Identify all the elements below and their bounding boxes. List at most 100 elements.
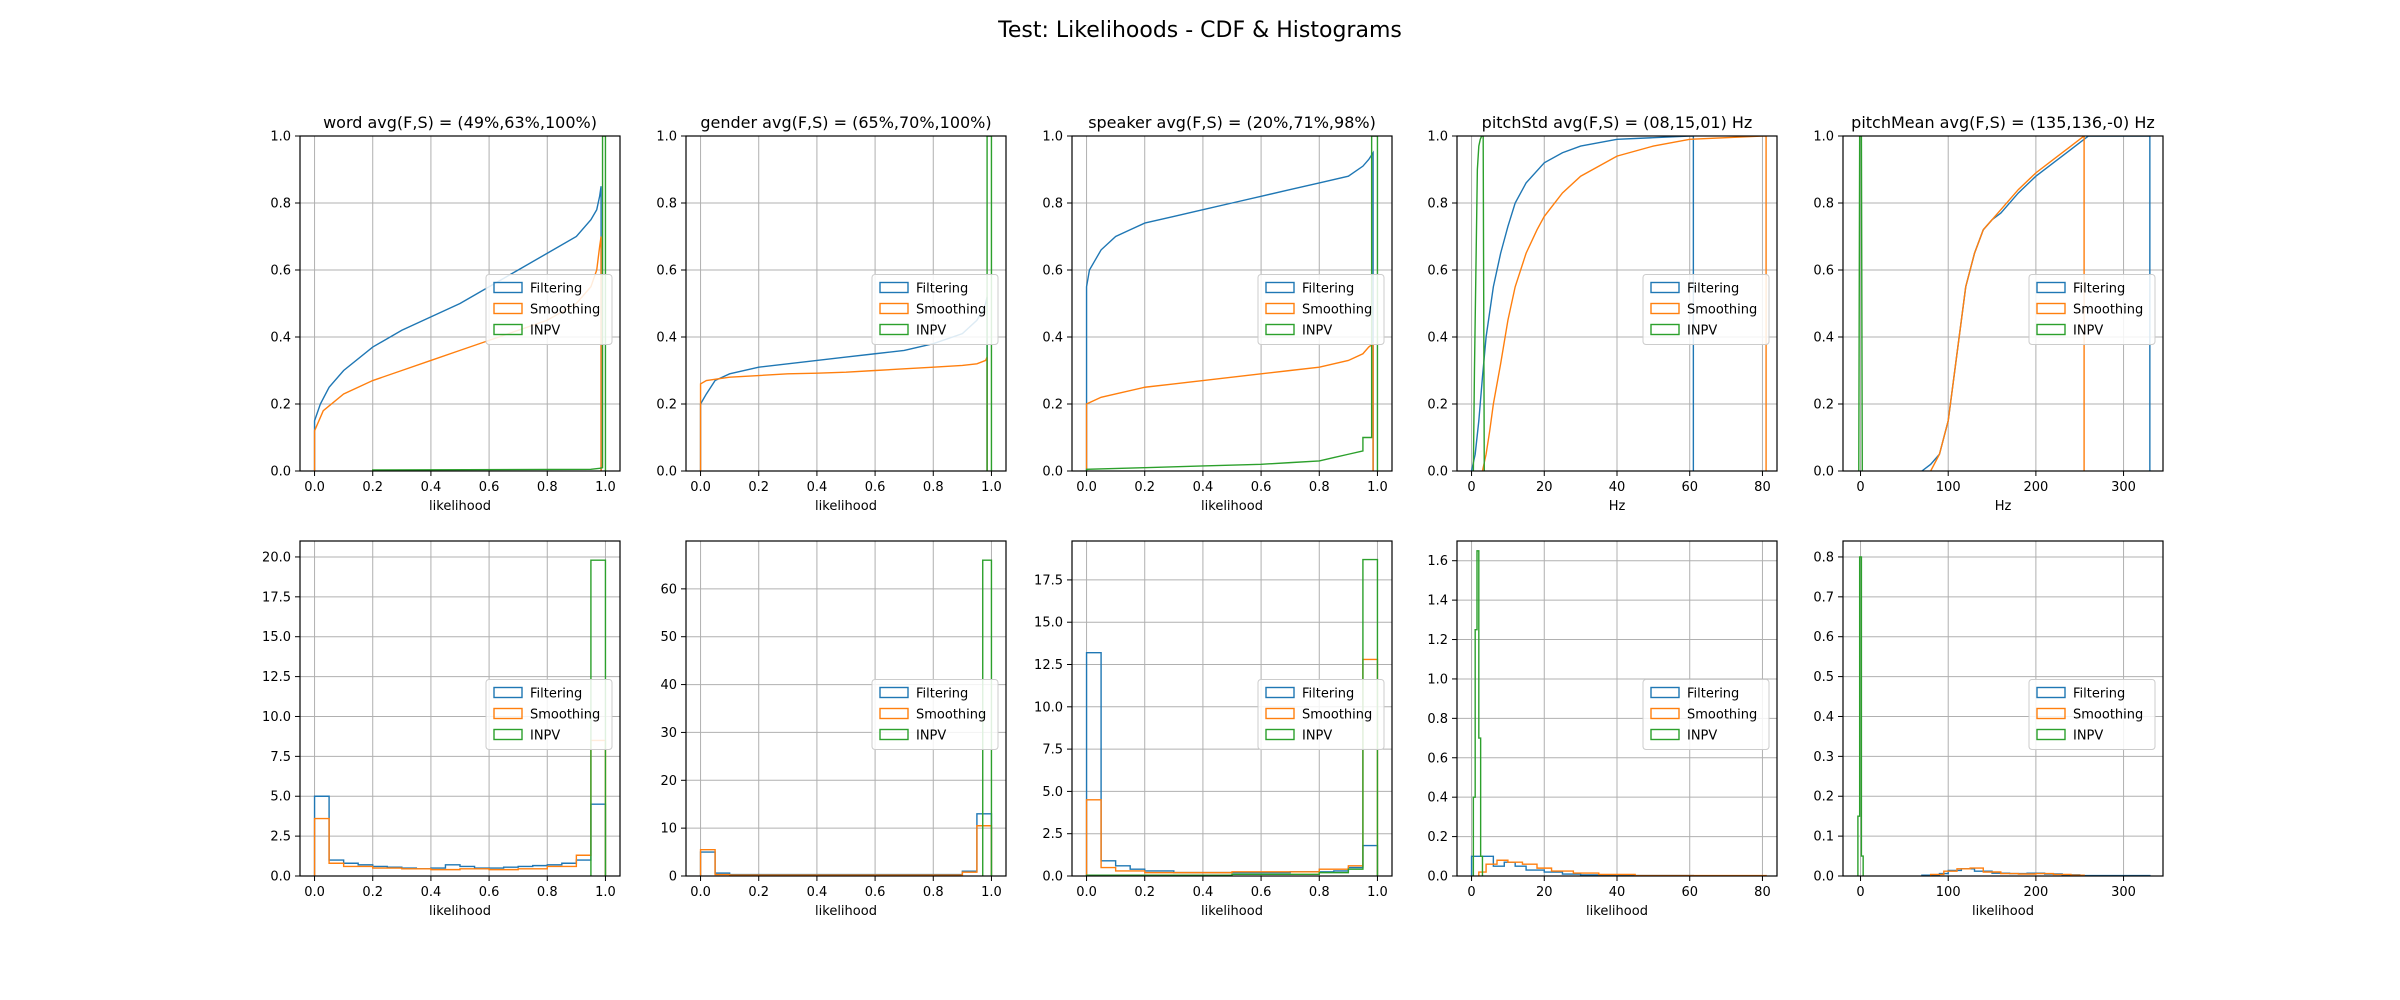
x-axis-label: likelihood — [1201, 904, 1263, 919]
series-line-smoothing — [1085, 342, 1374, 471]
y-tick-label: 0.4 — [656, 331, 677, 346]
plot-frame — [1456, 540, 1778, 877]
subplot-2: 0.0 0.2 0.4 0.6 0.8 1.0 0.0 0.2 0.4 0.6 0.8 1.0 gend… — [656, 113, 1007, 514]
legend-label-filtering: Filtering — [2073, 282, 2125, 297]
plot-frame — [1842, 135, 2164, 472]
plot-frame — [685, 135, 1007, 472]
x-axis-label: Hz — [1995, 499, 2012, 514]
y-tick-label: 15.0 — [262, 630, 291, 645]
series-line-smoothing — [1930, 136, 2085, 471]
legend-label-filtering: Filtering — [1302, 687, 1354, 702]
x-tick-label: 0.4 — [807, 885, 828, 900]
y-tick-label: 0.0 — [270, 870, 291, 885]
y-tick-label: 15.0 — [1034, 616, 1063, 631]
y-tick-label: 0.0 — [1813, 465, 1834, 480]
legend-label-inpv: INPV — [1687, 729, 1717, 744]
x-tick-label: 0.4 — [421, 480, 442, 495]
subplot-9: 0 20 40 60 80 0.0 0.2 0.4 0.6 0.8 1.0 1.2 1.4 1.6 like… — [1427, 540, 1778, 919]
y-tick-label: 1.4 — [1427, 594, 1448, 609]
legend-swatch-smoothing — [493, 707, 523, 720]
plot-frame — [1071, 135, 1393, 472]
y-tick-label: 30 — [660, 726, 677, 741]
legend: Filtering Smoothing INPV — [1642, 274, 1770, 345]
legend-swatch-inpv — [493, 728, 523, 741]
legend-swatch-inpv — [879, 728, 909, 741]
legend-swatch-inpv — [1265, 323, 1295, 336]
legend-label-inpv: INPV — [916, 729, 946, 744]
y-tick-label: 0.8 — [1042, 197, 1063, 212]
legend-swatch-filtering — [1650, 281, 1680, 294]
legend-label-inpv: INPV — [530, 729, 560, 744]
series-line-inpv — [1085, 558, 1379, 876]
y-tick-label: 7.5 — [270, 750, 291, 765]
plot-frame — [1456, 135, 1778, 472]
x-tick-label: 0.4 — [1193, 885, 1214, 900]
x-axis-label: likelihood — [1201, 499, 1263, 514]
x-axis-label: likelihood — [429, 904, 491, 919]
x-tick-label: 0.2 — [362, 885, 383, 900]
x-tick-label: 1.0 — [595, 885, 616, 900]
legend: Filtering Smoothing INPV — [485, 679, 613, 750]
subplot-4: 0 20 40 60 80 0.0 0.2 0.4 0.6 0.8 1.0 pitchStd avg(… — [1427, 113, 1778, 514]
series-line-inpv — [1858, 136, 1863, 471]
legend-swatch-smoothing — [2036, 707, 2066, 720]
subplot-title: pitchMean avg(F,S) = (135,136,-0) Hz — [1851, 113, 2155, 132]
x-tick-label: 0 — [1856, 480, 1864, 495]
y-tick-label: 0.6 — [1813, 264, 1834, 279]
plot-frame — [685, 540, 1007, 877]
legend: Filtering Smoothing INPV — [1642, 679, 1770, 750]
legend-label-filtering: Filtering — [1687, 282, 1739, 297]
y-tick-label: 0.0 — [656, 465, 677, 480]
x-tick-label: 300 — [2111, 480, 2136, 495]
y-tick-label: 0.8 — [656, 197, 677, 212]
y-tick-label: 0.6 — [1042, 264, 1063, 279]
legend-label-filtering: Filtering — [2073, 687, 2125, 702]
y-tick-label: 0 — [669, 870, 677, 885]
legend-swatch-filtering — [2036, 686, 2066, 699]
y-tick-label: 0.1 — [1813, 830, 1834, 845]
y-tick-label: 0.4 — [1042, 331, 1063, 346]
x-tick-label: 0.6 — [865, 885, 886, 900]
y-tick-label: 1.0 — [1042, 130, 1063, 145]
y-tick-label: 0.8 — [270, 197, 291, 212]
subplot-5: 0 100 200 300 0.0 0.2 0.4 0.6 0.8 1.0 pitchMean av… — [1813, 113, 2164, 514]
legend-swatch-smoothing — [1265, 707, 1295, 720]
y-tick-label: 0.6 — [1427, 264, 1448, 279]
y-tick-label: 0.2 — [656, 398, 677, 413]
series-group — [1470, 550, 1767, 876]
y-tick-label: 0.3 — [1813, 750, 1834, 765]
x-tick-label: 0.8 — [1309, 480, 1330, 495]
y-tick-label: 1.0 — [1427, 672, 1448, 687]
subplot-8: 0.0 0.2 0.4 0.6 0.8 1.0 0.0 2.5 5.0 7.5 10.0 12.5 15… — [1034, 540, 1393, 919]
x-tick-label: 0 — [1467, 885, 1475, 900]
series-line-smoothing — [1929, 867, 2085, 876]
subplot-1: 0.0 0.2 0.4 0.6 0.8 1.0 0.0 0.2 0.4 0.6 0.8 1.0 word… — [270, 113, 621, 514]
legend-swatch-filtering — [1650, 686, 1680, 699]
x-tick-label: 0.4 — [1193, 480, 1214, 495]
series-line-smoothing — [313, 739, 607, 876]
y-tick-label: 0.4 — [1813, 331, 1834, 346]
y-tick-label: 0.0 — [1042, 465, 1063, 480]
x-tick-label: 80 — [1754, 885, 1771, 900]
x-tick-label: 0.4 — [421, 885, 442, 900]
y-tick-label: 5.0 — [270, 790, 291, 805]
y-tick-label: 0.4 — [1427, 791, 1448, 806]
x-tick-label: 0.2 — [748, 885, 769, 900]
legend-swatch-filtering — [879, 281, 909, 294]
legend-swatch-filtering — [1265, 686, 1295, 699]
x-tick-label: 20 — [1536, 885, 1553, 900]
legend-label-filtering: Filtering — [1687, 687, 1739, 702]
x-axis-label: likelihood — [1972, 904, 2034, 919]
x-tick-label: 0.2 — [362, 480, 383, 495]
series-line-smoothing — [1481, 136, 1767, 471]
x-tick-label: 60 — [1681, 480, 1698, 495]
y-tick-label: 10.0 — [1034, 700, 1063, 715]
x-tick-label: 200 — [2023, 885, 2048, 900]
legend-swatch-inpv — [2036, 728, 2066, 741]
legend-swatch-smoothing — [1265, 302, 1295, 315]
series-line-smoothing — [699, 356, 988, 471]
plot-frame — [299, 540, 621, 877]
x-tick-label: 0.2 — [1134, 885, 1155, 900]
legend-label-smoothing: Smoothing — [916, 303, 986, 318]
legend-swatch-smoothing — [879, 302, 909, 315]
